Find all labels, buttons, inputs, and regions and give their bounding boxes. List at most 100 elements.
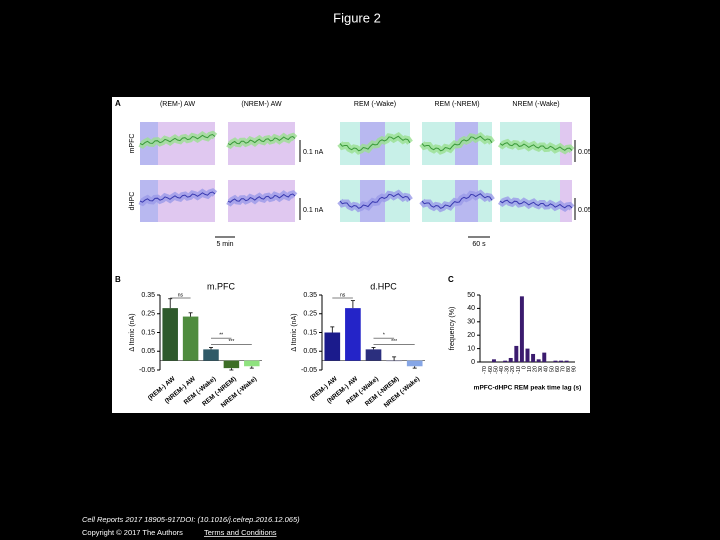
x-tick-label: 40: [544, 366, 550, 372]
citation: Cell Reports 2017 18905-917DOI: (10.1016…: [82, 515, 300, 524]
scale-bar-label: 0.05 nA: [578, 207, 602, 214]
y-axis-label: frequency (%): [449, 307, 456, 351]
x-tick-label: 60: [555, 366, 561, 372]
column-header: NREM (-Wake): [512, 101, 559, 108]
y-tick-label: 0.05: [303, 348, 317, 355]
bar: [536, 359, 541, 362]
bar: [162, 308, 178, 361]
x-tick-label: -40: [499, 366, 505, 374]
bar: [491, 359, 496, 362]
trace: [227, 193, 296, 203]
terms-link[interactable]: Terms and Conditions: [204, 528, 277, 537]
bar: [564, 360, 569, 362]
x-tick-label: 0: [521, 366, 527, 369]
y-tick-label: 0.15: [303, 329, 317, 336]
column-header: (REM-) AW: [160, 101, 196, 108]
scale-bar-label: 0.05 nA: [578, 149, 602, 156]
trace: [339, 135, 411, 152]
x-tick-label: 10: [527, 366, 533, 372]
bar: [503, 360, 508, 362]
y-tick-label: 0.25: [141, 311, 155, 318]
chart-title: m.PFC: [207, 281, 235, 291]
significance: ns: [340, 292, 346, 298]
significance: *: [383, 332, 385, 338]
trace: [139, 133, 216, 146]
y-tick-label: -0.05: [139, 367, 155, 374]
x-tick-label: 90: [572, 366, 578, 372]
trace: [339, 193, 411, 209]
y-tick-label: 40: [467, 305, 475, 312]
y-axis-label: Δ Itonic (nA): [129, 313, 136, 351]
trace: [499, 142, 573, 151]
y-tick-label: -0.05: [301, 367, 317, 374]
trace-highlight: [560, 122, 572, 165]
time-bar-label: 60 s: [472, 241, 486, 248]
bar: [514, 345, 519, 362]
significance: ns: [178, 292, 184, 298]
x-tick-label: 20: [533, 366, 539, 372]
column-header: (NREM-) AW: [241, 101, 282, 108]
y-axis-label: Δ Itonic (nA): [291, 313, 298, 351]
trace: [421, 193, 493, 209]
x-tick-label: 70: [560, 366, 566, 372]
bar: [542, 352, 547, 362]
significance: **: [219, 332, 223, 338]
panel-label: A: [115, 99, 121, 108]
panel-label: C: [448, 275, 454, 284]
scale-bar-label: 0.1 nA: [303, 207, 324, 214]
y-tick-label: 0.35: [303, 292, 317, 299]
bar: [365, 349, 382, 361]
bar: [525, 348, 530, 362]
trace: [499, 199, 573, 209]
bar: [519, 296, 524, 362]
y-tick-label: 0.25: [303, 311, 317, 318]
trace: [139, 191, 216, 203]
time-bar-label: 5 min: [216, 241, 233, 248]
bar: [531, 353, 536, 362]
panel-label: B: [115, 275, 121, 284]
trace-highlight: [560, 180, 572, 222]
bar: [182, 316, 199, 361]
x-tick-label: -10: [516, 366, 522, 374]
x-axis-label: mPFC-dHPC REM peak time lag (s): [474, 385, 582, 392]
row-label: mPFC: [129, 134, 136, 154]
column-header: REM (-Wake): [354, 101, 396, 108]
trace: [421, 135, 493, 152]
bar: [324, 332, 341, 361]
y-tick-label: 50: [467, 292, 475, 299]
row-label: dHPC: [129, 192, 136, 211]
x-tick-label: -50: [493, 366, 499, 374]
x-tick-label: -60: [488, 366, 494, 374]
significance: ***: [391, 339, 397, 345]
trace: [227, 135, 296, 146]
x-tick-label: -30: [505, 366, 511, 374]
bar: [386, 360, 402, 362]
scale-bar-label: 0.1 nA: [303, 149, 324, 156]
y-tick-label: 0: [471, 359, 475, 366]
bar: [345, 308, 361, 361]
column-header: REM (-NREM): [434, 101, 479, 108]
bar: [553, 360, 558, 362]
x-tick-label: -70: [482, 366, 488, 374]
x-tick-label: -20: [510, 366, 516, 374]
y-tick-label: 10: [467, 345, 475, 352]
y-tick-label: 20: [467, 332, 475, 339]
slide-title: Figure 2: [333, 10, 381, 25]
y-tick-label: 0.35: [141, 292, 155, 299]
x-tick-label: 80: [566, 366, 572, 372]
y-tick-label: 30: [467, 319, 475, 326]
x-tick-label: 50: [549, 366, 555, 372]
copyright: Copyright © 2017 The Authors: [82, 528, 183, 537]
y-tick-label: 0.05: [141, 348, 155, 355]
bar: [203, 349, 219, 361]
bar: [244, 360, 260, 367]
significance: ***: [228, 339, 234, 345]
bar: [406, 360, 423, 367]
bar: [559, 360, 564, 362]
chart-title: d.HPC: [370, 281, 397, 291]
x-tick-label: 30: [538, 366, 544, 372]
bar: [223, 360, 240, 369]
y-tick-label: 0.15: [141, 329, 155, 336]
